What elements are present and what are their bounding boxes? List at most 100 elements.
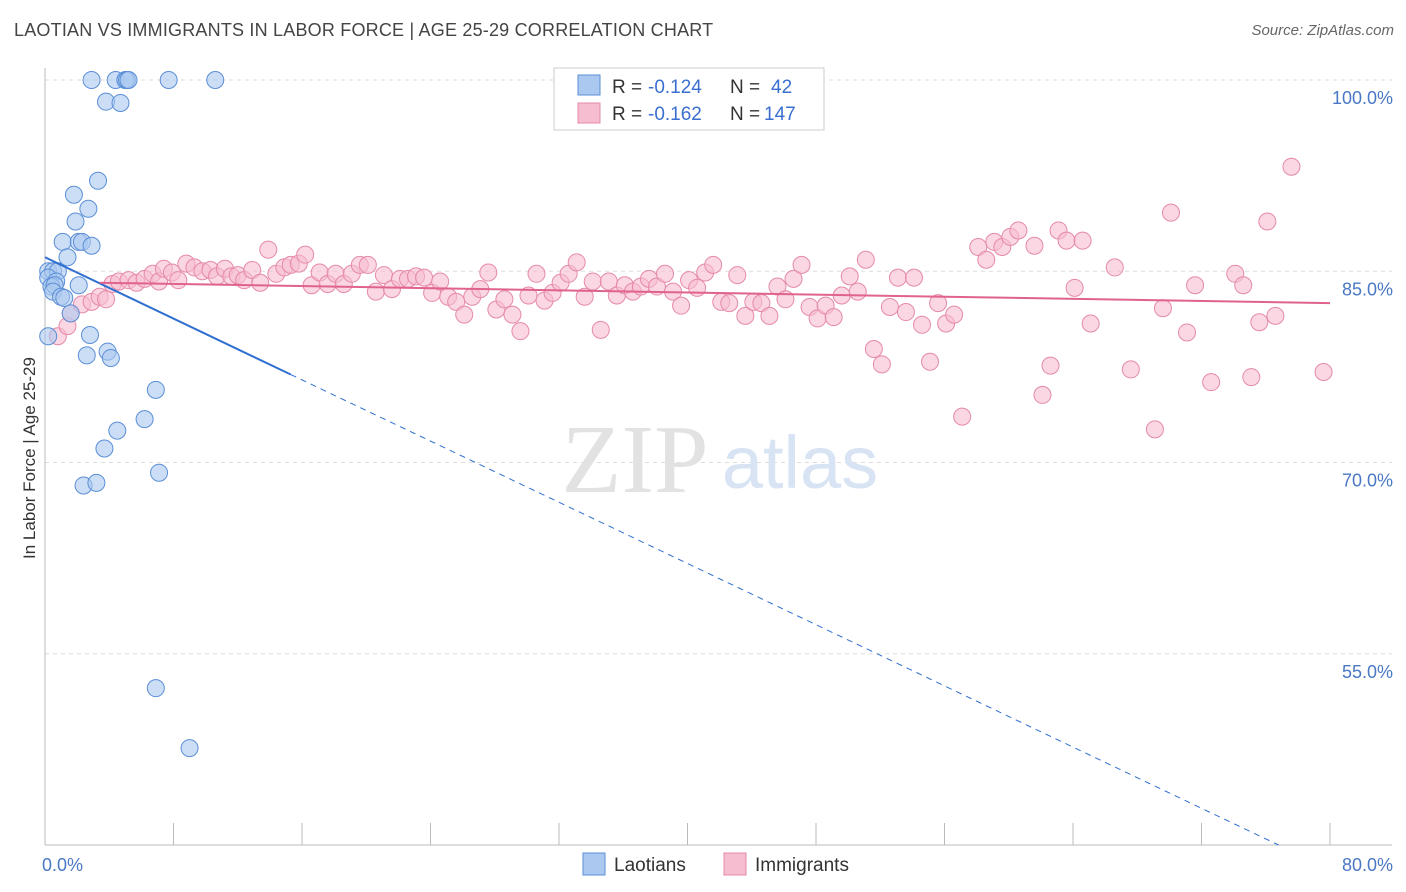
immigrants-point-102	[848, 282, 867, 301]
axes	[44, 68, 1392, 846]
immigrants-point-92	[768, 277, 787, 296]
immigrants-point-88	[736, 306, 755, 325]
immigrants-point-28	[259, 240, 278, 259]
bottom-legend: Laotians Immigrants	[582, 852, 849, 876]
y-axis-title: In Labor Force | Age 25-29	[20, 357, 39, 559]
laotians-point-5	[159, 71, 178, 89]
immigrants-point-145	[1314, 362, 1333, 381]
immigrants-point-42	[366, 282, 385, 301]
immigrants-point-112	[929, 294, 948, 313]
immigrants-point-94	[784, 269, 803, 288]
legend-r-label: R =	[612, 77, 642, 98]
immigrants-point-82	[688, 278, 707, 297]
laotians-point-8	[111, 93, 130, 112]
immigrants-point-144	[1282, 157, 1301, 176]
laotians-point-31	[39, 327, 58, 346]
immigrants-point-124	[1041, 356, 1060, 375]
immigrants-point-80	[672, 296, 691, 315]
immigrants-point-132	[1145, 420, 1164, 439]
immigrants-point-139	[1234, 276, 1253, 295]
laotians-point-6	[206, 71, 225, 89]
source-credit: Source: ZipAtlas.com	[1251, 22, 1394, 39]
legend-n-immigrants: 147	[764, 104, 796, 125]
laotians-point-41	[87, 473, 106, 492]
laotians-point-36	[135, 410, 154, 429]
laotians-point-12	[66, 212, 85, 231]
immigrants-points	[48, 157, 1333, 439]
immigrants-point-50	[431, 272, 450, 291]
immigrants-point-95	[792, 255, 811, 274]
immigrants-point-99	[824, 308, 843, 327]
laotians-point-34	[101, 348, 120, 367]
laotians-point-16	[82, 236, 101, 255]
immigrants-point-26	[243, 260, 262, 279]
watermark: ZIP atlas	[562, 406, 879, 514]
immigrants-point-77	[647, 277, 666, 296]
immigrants-point-41	[358, 255, 377, 274]
y-tick-labels: 100.0% 85.0% 70.0% 55.0%	[1332, 88, 1393, 682]
y-tick-label-0: 100.0%	[1332, 88, 1393, 108]
bottom-legend-laotians: Laotians	[614, 855, 686, 876]
immigrants-point-60	[511, 322, 530, 341]
legend-box: R = -0.124 N = 42 R = -0.162 N = 147	[553, 67, 825, 131]
immigrants-point-143	[1266, 306, 1285, 325]
immigrants-point-141	[1250, 313, 1269, 332]
immigrants-point-86	[720, 294, 739, 313]
bottom-legend-immigrants: Immigrants	[755, 855, 849, 876]
laotians-point-0	[82, 71, 101, 89]
legend-n-label-2: N =	[730, 104, 760, 125]
immigrants-point-108	[896, 303, 915, 322]
immigrants-point-87	[728, 266, 747, 285]
immigrants-point-135	[1178, 323, 1197, 342]
immigrants-point-140	[1242, 368, 1261, 387]
bottom-legend-swatch-immigrants	[723, 852, 747, 876]
immigrants-point-114	[945, 305, 964, 324]
immigrants-point-103	[856, 250, 875, 269]
immigrants-point-137	[1202, 373, 1221, 392]
immigrants-point-104	[864, 340, 883, 359]
legend-r-immigrants: -0.162	[648, 104, 702, 125]
laotians-point-25	[69, 276, 88, 295]
legend-swatch-immigrants	[577, 102, 601, 124]
y-tick-label-3: 55.0%	[1342, 662, 1393, 682]
immigrants-point-67	[567, 253, 586, 272]
y-tick-label-2: 70.0%	[1342, 471, 1393, 491]
laotians-point-9	[89, 171, 108, 190]
laotians-point-33	[77, 346, 96, 365]
immigrants-point-58	[495, 290, 514, 309]
x-tick-label-0: 0.0%	[42, 855, 83, 875]
immigrants-point-121	[1009, 221, 1028, 240]
gridlines	[45, 79, 1392, 655]
laotians-point-43	[180, 739, 199, 758]
immigrants-trend-line	[99, 281, 1331, 305]
immigrants-point-107	[888, 268, 907, 287]
legend-n-laotians: 42	[771, 77, 792, 98]
immigrants-point-142	[1258, 212, 1277, 231]
immigrants-point-62	[527, 264, 546, 283]
laotians-point-4	[119, 71, 138, 89]
laotians-point-42	[146, 679, 165, 698]
trend-lines	[44, 256, 1331, 846]
laotians-point-28	[55, 289, 74, 308]
immigrants-point-123	[1033, 385, 1052, 404]
immigrants-point-78	[656, 264, 675, 283]
immigrants-point-84	[704, 255, 723, 274]
laotians-trend-line	[44, 256, 292, 376]
laotians-point-35	[146, 380, 165, 399]
immigrants-point-70	[591, 320, 610, 339]
immigrants-point-122	[1025, 236, 1044, 255]
y-tick-label-1: 85.0%	[1342, 279, 1393, 299]
immigrants-point-115	[953, 407, 972, 426]
immigrants-point-133	[1153, 299, 1172, 318]
immigrants-point-56	[479, 263, 498, 282]
legend-swatch-laotians	[577, 74, 601, 96]
immigrants-point-136	[1186, 276, 1205, 295]
laotians-point-30	[80, 326, 99, 344]
immigrants-point-116	[969, 238, 988, 257]
immigrants-point-134	[1161, 203, 1180, 222]
laotians-point-38	[95, 439, 114, 458]
immigrants-point-68	[575, 287, 594, 306]
laotians-point-37	[108, 421, 127, 440]
laotians-point-11	[79, 199, 98, 218]
